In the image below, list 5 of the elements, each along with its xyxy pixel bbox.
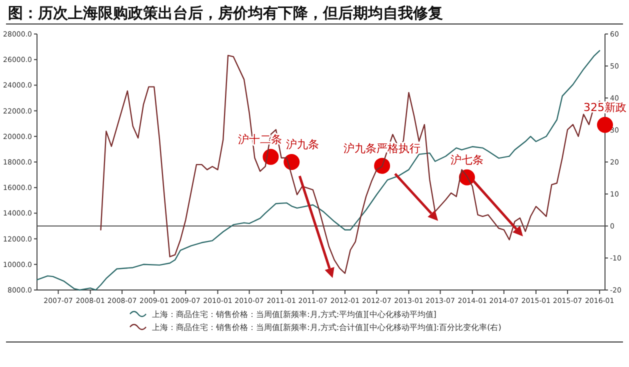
legend-label: 上海：商品住宅：销售价格：当周值[新频率:月,方式:合计值][中心化移动平均值]:百分比变化率(右) (152, 322, 502, 332)
legend-label: 上海：商品住宅：销售价格：当周值[新频率:月,方式:平均值][中心化移动平均值] (152, 310, 436, 319)
annotation: 沪九条 (286, 138, 319, 151)
chart-title: 图：历次上海限购政策出台后，房价均有下降，但后期均自我修复 (8, 4, 443, 22)
annotation: 沪七条 (450, 153, 484, 166)
